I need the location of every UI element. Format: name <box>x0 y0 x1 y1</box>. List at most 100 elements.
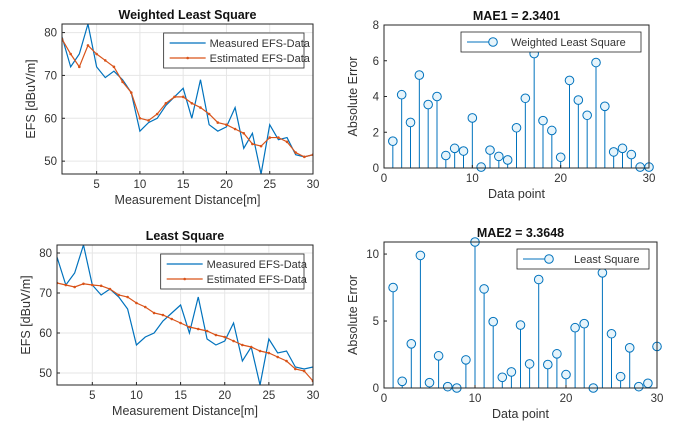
y-tick-label: 0 <box>373 163 379 175</box>
data-point-estimated <box>267 351 271 355</box>
stem-marker <box>502 155 513 165</box>
x-tick-label: 10 <box>130 390 143 402</box>
data-point-estimated <box>277 136 280 139</box>
x-axis-label: Measurement Distance[m] <box>112 404 258 418</box>
data-point-estimated <box>121 80 124 84</box>
stem-marker <box>608 147 619 157</box>
stem-marker <box>441 150 451 161</box>
stem-marker <box>433 351 444 361</box>
y-axis-label: EFS [dBuV/m] <box>24 59 38 138</box>
subplot-mae2: 0 10 20 30 0 5 10 MAE2 = 3.3648 Data point Absolu… <box>346 226 663 421</box>
data-point-estimated <box>86 44 90 47</box>
legend-label: Least Square <box>574 254 639 266</box>
data-point-estimated <box>249 345 253 349</box>
stem-marker <box>397 376 408 387</box>
legend-marker <box>186 56 189 60</box>
subplot-mae1: 0 10 20 30 0 2 4 6 8 MAE1 = 2.3401 Data point Absol… <box>346 9 655 201</box>
legend-label: Estimated EFS-Data <box>210 53 311 65</box>
data-point-estimated <box>161 313 165 317</box>
data-point-estimated <box>152 311 156 315</box>
x-axis-label: Data point <box>492 407 550 421</box>
stem-marker <box>520 93 531 104</box>
legend-marker <box>544 254 554 264</box>
y-tick-label: 0 <box>373 383 379 395</box>
stem-marker <box>579 318 590 329</box>
stem-marker <box>423 99 433 110</box>
stem-marker <box>543 359 553 370</box>
stem-marker <box>524 359 535 369</box>
stem-marker <box>406 338 417 349</box>
stem-marker <box>573 95 584 105</box>
y-tick-label: 2 <box>373 127 379 139</box>
data-point-estimated <box>173 95 176 99</box>
stem-marker <box>388 136 398 146</box>
data-point-estimated <box>117 293 121 297</box>
stem-marker <box>494 151 504 162</box>
stem-marker <box>564 75 575 86</box>
stem-marker <box>511 122 522 133</box>
stem-marker <box>533 274 544 285</box>
y-tick-label: 50 <box>39 368 52 380</box>
data-point-estimated <box>69 52 72 56</box>
series-line-measured <box>57 245 313 385</box>
y-axis-label: Absolute Error <box>346 275 360 355</box>
x-axis-label: Measurement Distance[m] <box>115 193 261 207</box>
data-point-estimated <box>99 284 103 288</box>
y-tick-label: 50 <box>44 156 57 168</box>
data-point-estimated <box>103 59 107 62</box>
stem-marker <box>442 381 453 392</box>
y-tick-label: 80 <box>39 248 52 260</box>
stem-marker <box>388 282 398 293</box>
plot-content <box>57 245 313 385</box>
data-point-estimated <box>164 101 168 105</box>
y-tick-label: 4 <box>373 92 380 104</box>
y-tick-label: 70 <box>44 70 57 82</box>
chart-title: Weighted Least Square <box>119 8 257 22</box>
x-tick-label: 15 <box>174 390 187 402</box>
y-tick-label: 5 <box>373 316 379 328</box>
stem-marker <box>624 343 635 353</box>
data-point-estimated <box>285 140 289 144</box>
axes-box <box>383 241 658 389</box>
legend-marker <box>183 277 186 281</box>
data-point-estimated <box>129 91 133 94</box>
stem-marker <box>515 320 526 330</box>
legend-marker <box>488 37 498 47</box>
data-point-estimated <box>73 285 76 289</box>
stem-marker <box>547 125 557 136</box>
data-point-estimated <box>138 116 142 120</box>
legend: Least Square <box>516 248 650 270</box>
data-point-estimated <box>188 325 191 329</box>
stem-marker <box>597 268 608 278</box>
data-point-estimated <box>233 127 237 131</box>
chart-title: MAE1 = 2.3401 <box>473 9 560 23</box>
data-point-estimated <box>259 144 263 148</box>
stem-marker <box>449 143 460 154</box>
data-point-estimated <box>126 295 129 299</box>
axes-box <box>56 244 314 386</box>
data-point-estimated <box>179 321 182 325</box>
stem-marker <box>467 113 478 123</box>
data-point-estimated <box>112 65 116 69</box>
x-tick-label: 5 <box>93 179 99 191</box>
stem-marker <box>458 146 469 156</box>
data-point-estimated <box>225 123 228 127</box>
stem-marker <box>476 162 486 172</box>
legend-label: Weighted Least Square <box>511 37 626 49</box>
data-point-estimated <box>155 112 159 116</box>
data-point-estimated <box>268 136 272 139</box>
legend-box <box>460 31 642 53</box>
x-axis-label: Data point <box>488 187 546 201</box>
data-point-estimated <box>276 355 279 359</box>
data-point-estimated <box>302 369 306 373</box>
legend-label: Estimated EFS-Data <box>207 274 308 286</box>
stem-marker <box>626 149 637 160</box>
stem-marker <box>582 110 592 121</box>
x-tick-label: 10 <box>466 173 479 185</box>
data-point-estimated <box>199 106 202 109</box>
chart-title: Least Square <box>146 229 225 243</box>
y-tick-label: 80 <box>44 28 57 40</box>
stem-marker <box>485 145 495 155</box>
legend: Measured EFS-Data Estimated EFS-Data <box>160 253 308 290</box>
